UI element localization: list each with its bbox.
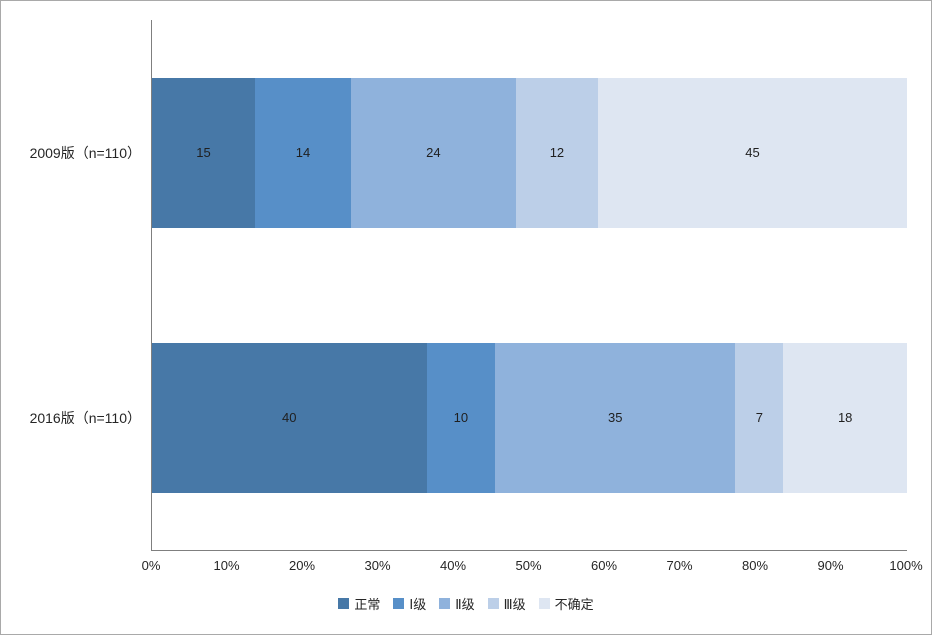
data-label: 7 (755, 410, 763, 425)
data-label: 12 (549, 145, 565, 160)
data-label: 14 (295, 145, 311, 160)
x-tick-label: 70% (666, 558, 693, 573)
legend-label: Ⅲ级 (503, 597, 526, 612)
category-label: 2009版（n=110） (29, 144, 141, 161)
x-tick-label: 100% (889, 558, 923, 573)
data-label: 35 (608, 410, 623, 425)
bar-segment: 14 (254, 77, 352, 228)
legend-label: 不确定 (554, 597, 594, 612)
x-tick-label: 50% (515, 558, 542, 573)
data-label: 40 (282, 410, 297, 425)
legend-swatch (538, 598, 550, 609)
x-tick-label: 0% (141, 558, 161, 573)
bar-segment: 10 (426, 342, 496, 493)
legend-swatch (439, 598, 451, 609)
x-axis-ticks: 0% 10% 20% 30% 40% 50% 60% 70% 80% 90% 100% (1, 558, 931, 576)
legend-item: 正常 (338, 594, 380, 613)
stacked-bar: 40 10 35 7 18 (152, 342, 907, 493)
x-tick-label: 20% (288, 558, 316, 573)
data-label: 18 (837, 410, 853, 425)
legend-item: Ⅱ级 (439, 594, 475, 613)
x-tick-label: 40% (439, 558, 467, 573)
legend-item: 不确定 (538, 594, 594, 613)
data-label: 10 (453, 410, 469, 425)
bar-segment: 35 (495, 342, 736, 493)
legend-swatch (487, 598, 499, 609)
y-axis-line (151, 20, 152, 551)
legend-label: 正常 (354, 597, 381, 612)
bar-segment: 45 (598, 77, 907, 228)
x-axis-line (151, 550, 907, 551)
x-tick-label: 80% (741, 558, 769, 573)
x-tick-label: 60% (590, 558, 618, 573)
x-tick-label: 30% (364, 558, 391, 573)
bar-segment: 18 (783, 342, 907, 493)
bar-segment: 15 (152, 77, 255, 228)
legend-item: Ⅲ级 (487, 594, 526, 613)
stacked-bar: 15 14 24 12 45 (152, 77, 907, 228)
legend-label: Ⅰ级 (409, 597, 427, 612)
bar-segment: 24 (351, 77, 516, 228)
category-label: 2016版（n=110） (29, 409, 141, 426)
x-tick-label: 90% (817, 558, 844, 573)
data-label: 45 (745, 145, 760, 160)
legend-swatch (338, 598, 350, 609)
legend-swatch (393, 598, 405, 609)
legend: 正常 Ⅰ级 Ⅱ级 Ⅲ级 不确定 (1, 594, 931, 613)
x-tick-label: 10% (213, 558, 240, 573)
bar-segment: 40 (152, 342, 427, 493)
data-label: 15 (196, 145, 211, 160)
legend-item: Ⅰ级 (393, 594, 426, 613)
legend-label: Ⅱ级 (455, 597, 475, 612)
bar-segment: 7 (735, 342, 784, 493)
bar-segment: 12 (515, 77, 599, 228)
data-label: 24 (426, 145, 441, 160)
